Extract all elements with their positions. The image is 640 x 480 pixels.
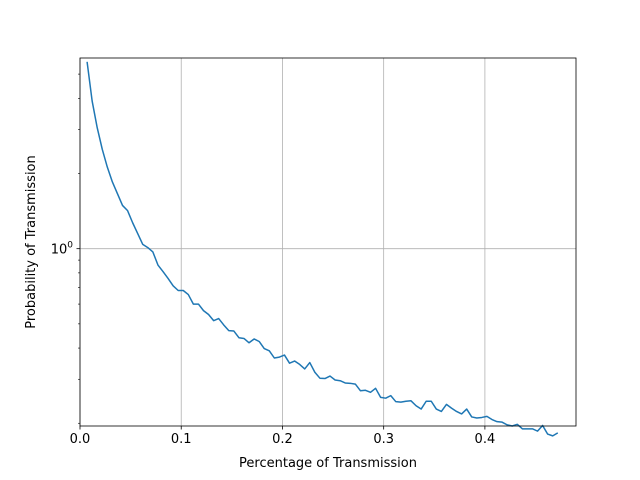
- x-tick-label: 0.1: [171, 432, 192, 447]
- x-tick-label: 0.0: [70, 432, 91, 447]
- x-tick-label: 0.4: [475, 432, 496, 447]
- grid-lines: [79, 58, 576, 426]
- tick-marks: 0.0 0.1 0.2 0.3 0.4 100: [51, 73, 496, 447]
- data-series-line: [86, 61, 559, 437]
- axes-frame: [79, 57, 577, 427]
- y-axis-label: Probability of Transmission: [24, 155, 39, 329]
- series-layer: [86, 61, 559, 437]
- y-tick-label: 100: [51, 241, 74, 258]
- x-tick-label: 0.2: [272, 432, 293, 447]
- plot-frame: [79, 57, 577, 427]
- x-tick-label: 0.3: [373, 432, 394, 447]
- x-axis-label: Percentage of Transmission: [239, 456, 417, 471]
